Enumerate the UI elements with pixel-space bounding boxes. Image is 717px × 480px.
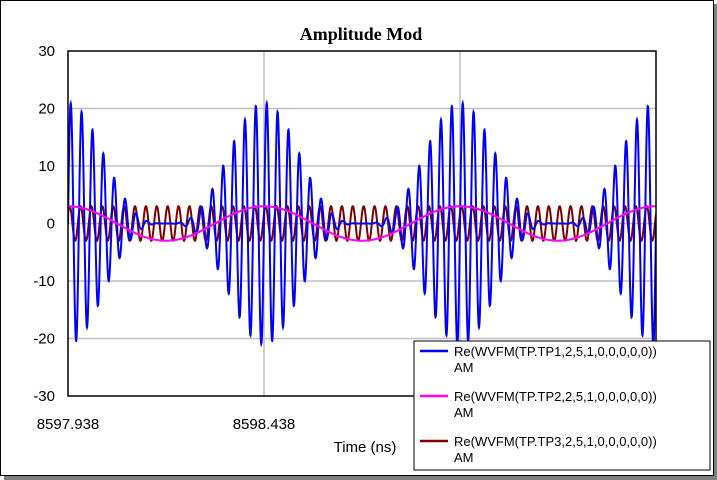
x-tick-label: 8598.438 bbox=[233, 416, 296, 433]
chart-title: Amplitude Mod bbox=[300, 24, 423, 44]
legend-label-tp2: Re(WVFM(TP.TP2,2,5,1,0,0,0,0,0)) bbox=[454, 389, 657, 404]
y-axis: 30 20 10 0 -10 -20 -30 bbox=[33, 43, 55, 405]
legend: Re(WVFM(TP.TP1,2,5,1,0,0,0,0,0)) AM Re(W… bbox=[413, 340, 711, 471]
legend-label-tp1: Re(WVFM(TP.TP1,2,5,1,0,0,0,0,0)) bbox=[454, 344, 657, 359]
y-tick-label: 20 bbox=[38, 101, 55, 118]
plot-area bbox=[67, 50, 657, 397]
series-tp1-line bbox=[68, 99, 656, 348]
y-tick-label: -20 bbox=[33, 331, 55, 348]
series-tp3-line bbox=[68, 205, 656, 242]
y-tick-label: -10 bbox=[33, 273, 55, 290]
legend-sub-tp1: AM bbox=[454, 360, 474, 375]
legend-sub-tp2: AM bbox=[454, 405, 474, 420]
x-axis-label: Time (ns) bbox=[334, 439, 397, 456]
y-tick-label: 10 bbox=[38, 158, 55, 175]
y-tick-label: -30 bbox=[33, 388, 55, 405]
x-tick-label: 8597.938 bbox=[37, 416, 100, 433]
legend-label-tp3: Re(WVFM(TP.TP3,2,5,1,0,0,0,0,0)) bbox=[454, 434, 657, 449]
y-tick-label: 30 bbox=[38, 43, 55, 60]
series-tp2-line bbox=[68, 205, 656, 242]
legend-sub-tp3: AM bbox=[454, 450, 474, 465]
y-tick-label: 0 bbox=[47, 216, 55, 233]
